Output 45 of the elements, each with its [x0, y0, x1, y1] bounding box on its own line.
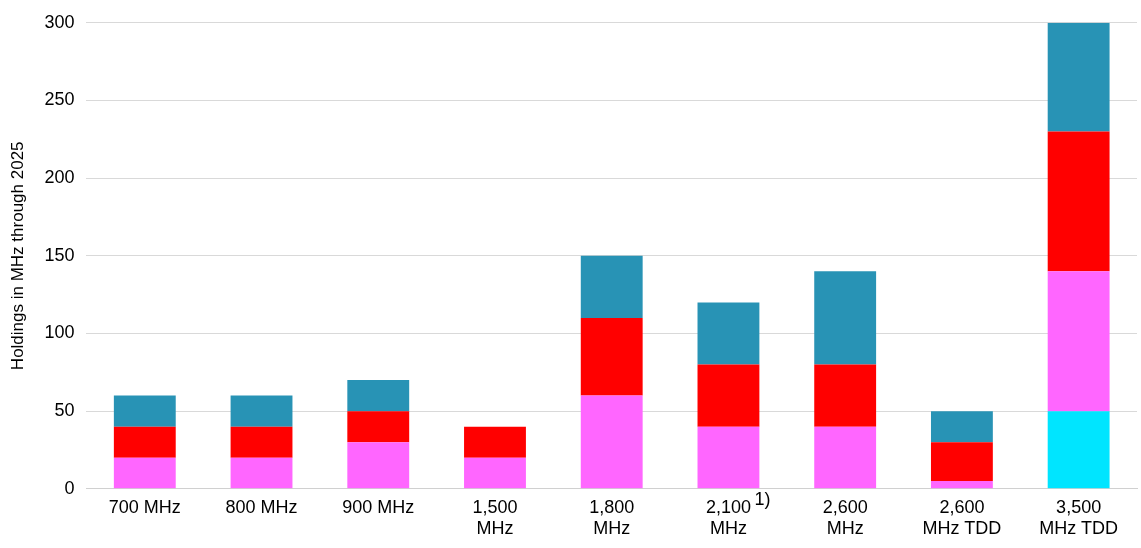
y-tick-label: 50 — [54, 400, 75, 421]
bar — [230, 395, 293, 427]
y-tick-label: 0 — [64, 477, 75, 498]
bar — [580, 317, 643, 396]
y-tick-label: 300 — [44, 11, 75, 32]
bar — [580, 395, 643, 489]
bar — [1047, 271, 1110, 412]
bar — [1047, 411, 1110, 489]
bar — [930, 481, 993, 489]
annotation: 1) — [754, 488, 771, 509]
bar — [697, 426, 760, 489]
x-tick-label: 1,800 MHz — [589, 496, 635, 539]
x-tick-label: 900 MHz — [342, 496, 415, 517]
x-tick-label: 2,600 MHz TDD — [922, 496, 1002, 539]
bar — [930, 411, 993, 443]
bar — [230, 426, 293, 458]
y-tick-label: 150 — [44, 244, 75, 265]
bar — [113, 426, 176, 458]
bar — [814, 271, 877, 365]
bar — [347, 380, 410, 412]
x-tick-label: 2,600 MHz — [822, 496, 868, 539]
y-tick-label: 200 — [44, 167, 75, 188]
x-tick-label: 700 MHz — [108, 496, 181, 517]
bar — [697, 364, 760, 427]
bar — [1047, 22, 1110, 132]
x-tick-label: 1,500 MHz — [472, 496, 518, 539]
bar — [347, 411, 410, 443]
bar — [464, 426, 526, 458]
bar — [1047, 131, 1110, 272]
bar — [814, 426, 877, 489]
y-tick-label: 250 — [44, 89, 75, 110]
bar — [113, 395, 176, 427]
bar — [930, 442, 993, 482]
bar — [580, 255, 643, 318]
bar — [814, 364, 877, 427]
bar — [113, 457, 176, 489]
bar — [697, 302, 760, 365]
x-tick-label: 800 MHz — [225, 496, 298, 517]
y-axis-title: Holdings in MHz through 2025 — [7, 141, 27, 371]
x-tick-label: 2,100 MHz — [705, 496, 751, 539]
x-tick-label: 3,500 MHz TDD — [1039, 496, 1118, 539]
bar — [230, 457, 293, 489]
bar — [464, 457, 526, 489]
y-tick-label: 100 — [44, 322, 75, 343]
bar — [347, 442, 410, 489]
